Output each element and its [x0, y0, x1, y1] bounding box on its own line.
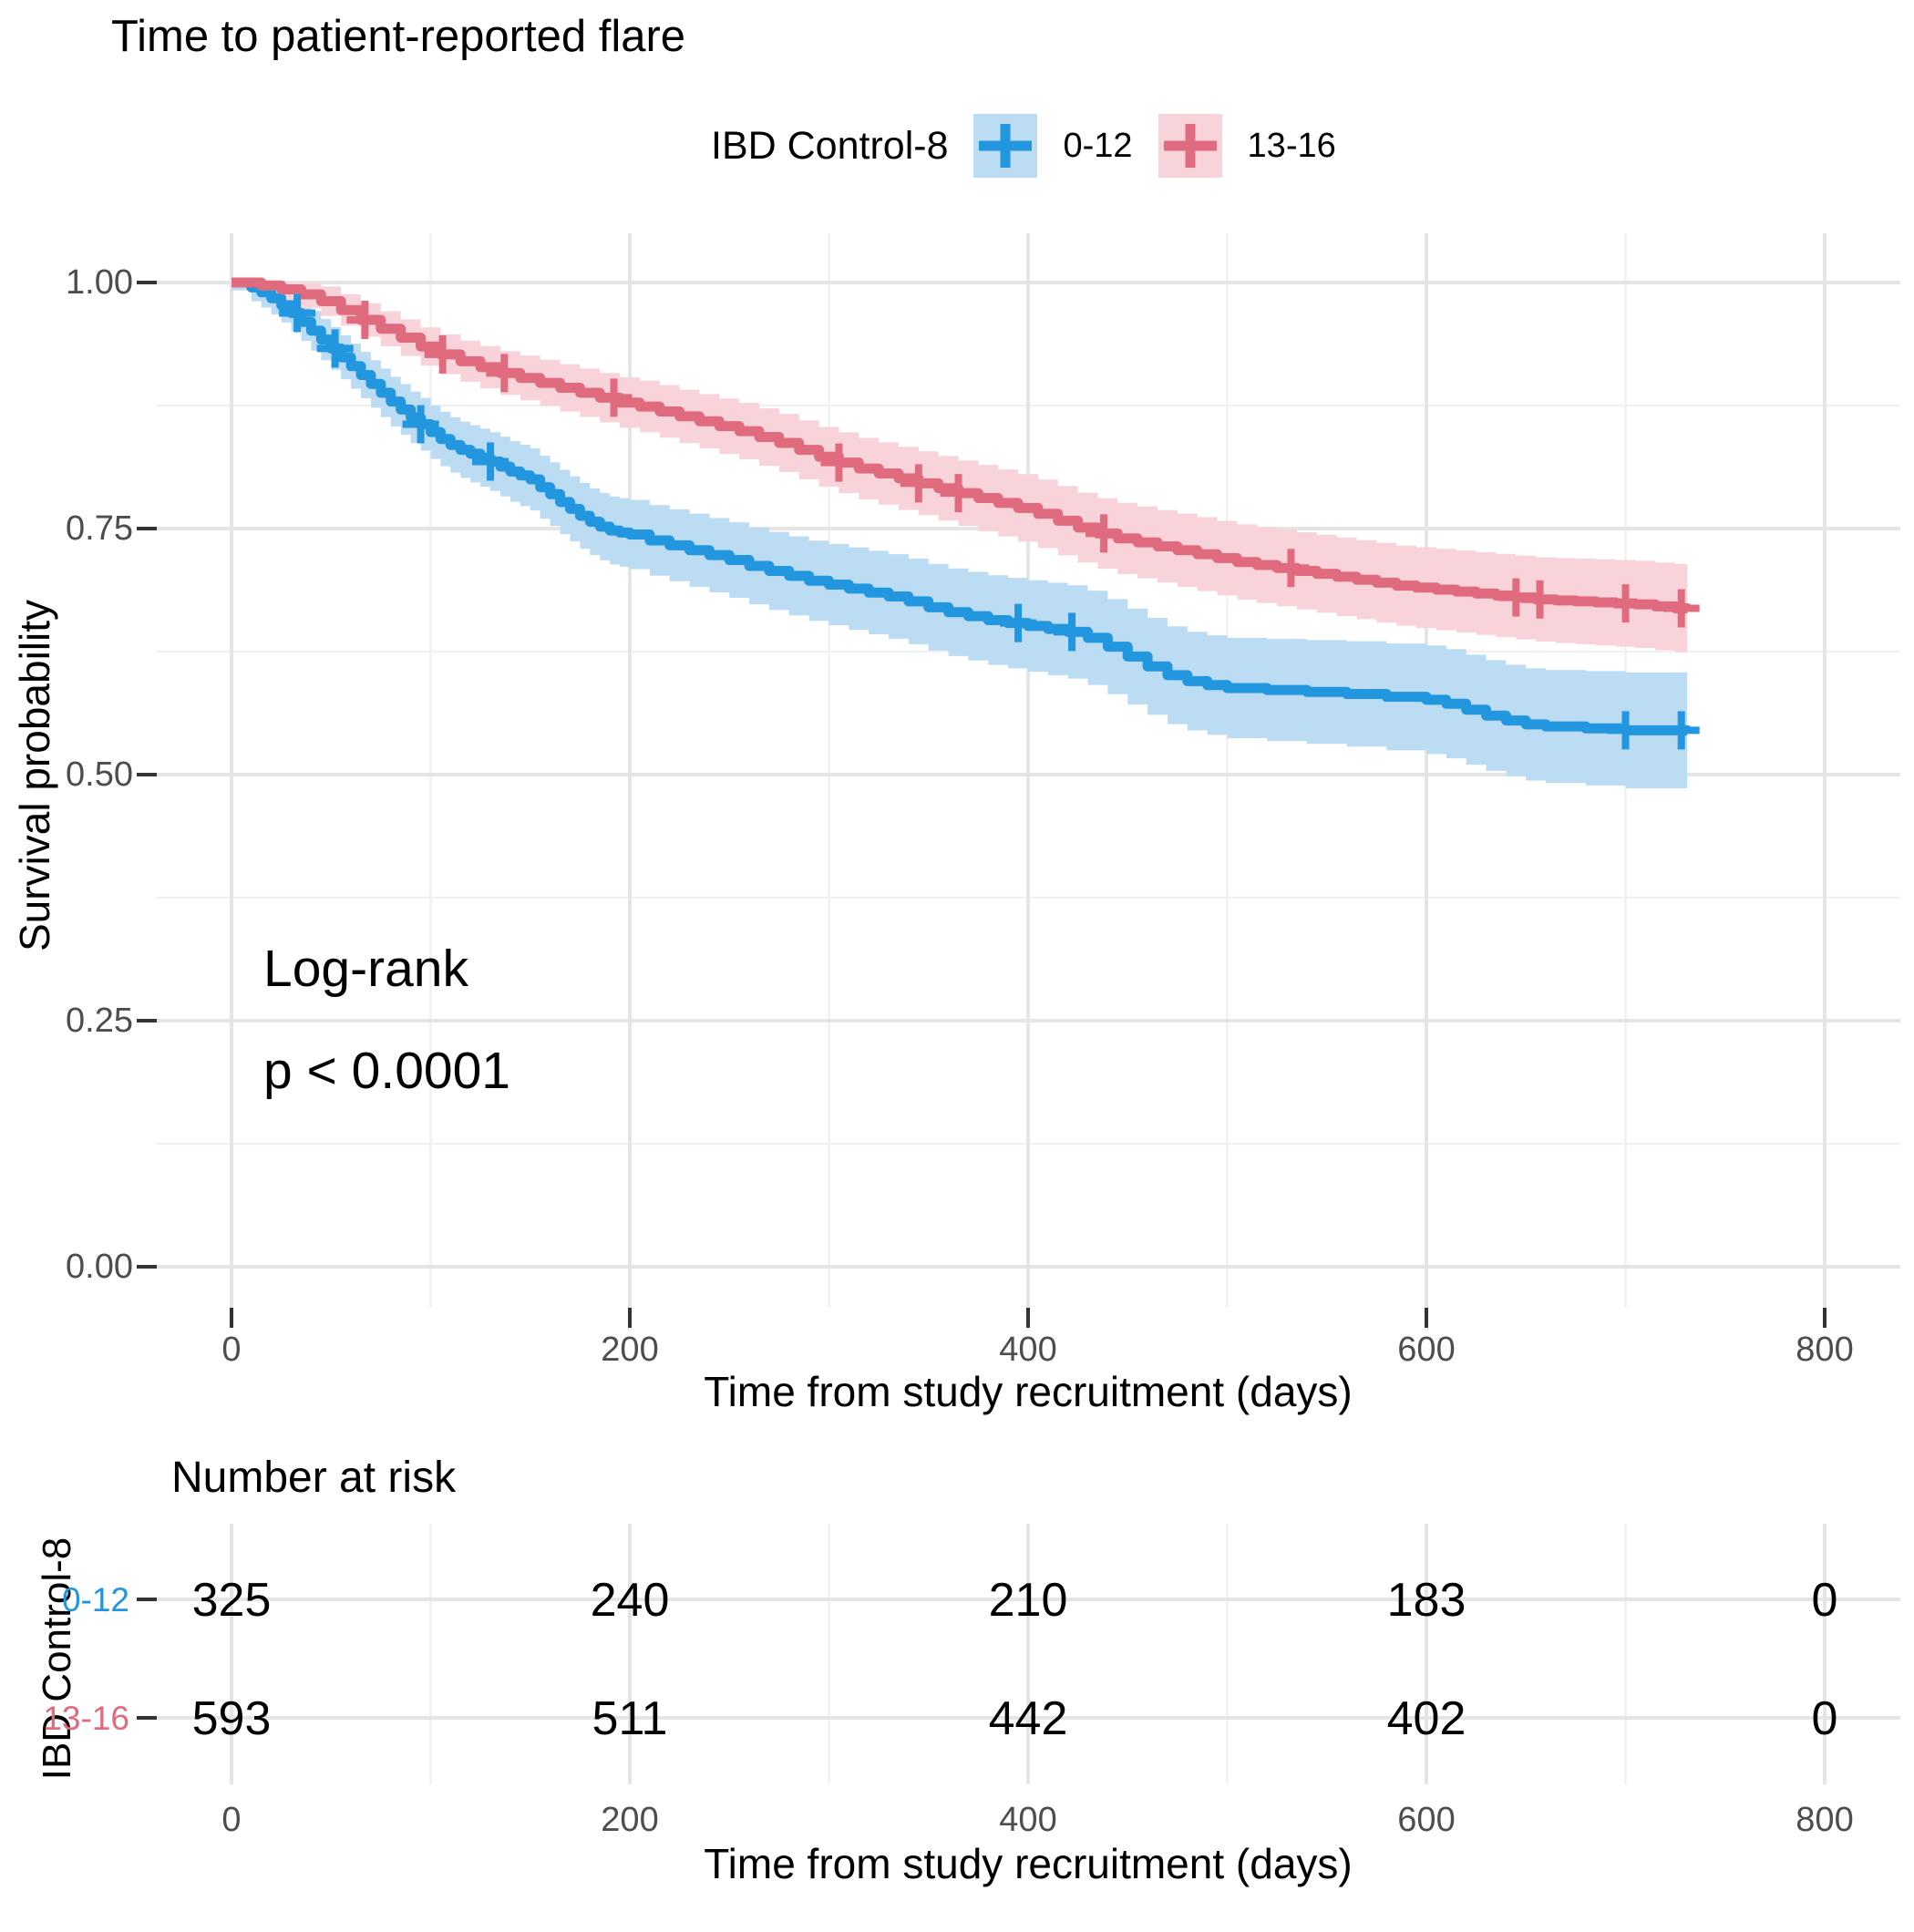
censor-mark-13-16 [595, 378, 633, 417]
censor-mark-13-16 [820, 443, 858, 482]
legend-key-0-12 [973, 114, 1038, 178]
legend-title: IBD Control-8 [711, 123, 949, 168]
censor-mark-13-16 [1272, 549, 1310, 588]
censor-mark-13-16 [424, 334, 461, 374]
risk-table-heading: Number at risk [171, 1454, 457, 1502]
x-tick-label: 800 [1796, 1331, 1854, 1369]
legend-key-13-16 [1158, 114, 1222, 178]
x-tick-label: 600 [1397, 1331, 1456, 1369]
risk-x-tick-label: 600 [1397, 1801, 1456, 1839]
censor-mark-13-16 [1521, 580, 1559, 619]
y-tick-label: 0.25 [66, 1002, 133, 1040]
risk-row-label: 13-16 [43, 1700, 129, 1737]
x-tick-label: 200 [601, 1331, 659, 1369]
logrank-label: Log-rank [263, 940, 468, 998]
x-tick-label: 400 [999, 1331, 1057, 1369]
censor-mark-0-12 [1662, 711, 1700, 750]
censor-mark-13-16 [1086, 514, 1123, 553]
censor-mark-0-12 [316, 329, 354, 368]
ci-ribbon-13-16 [232, 283, 1688, 654]
risk-table-group-axis-title: IBD Control-8 [35, 1536, 79, 1781]
censor-mark-0-12 [472, 442, 509, 481]
censor-mark-13-16 [486, 354, 523, 393]
risk-x-tick-label: 400 [999, 1801, 1057, 1839]
censor-mark-0-12 [279, 293, 316, 333]
risk-count-cell: 325 [191, 1574, 272, 1627]
legend-label-13-16: 13-16 [1247, 126, 1336, 165]
pvalue-label: p < 0.0001 [263, 1042, 511, 1100]
risk-count-cell: 442 [988, 1692, 1068, 1745]
legend-label-0-12: 0-12 [1063, 126, 1133, 165]
risk-count-cell: 0 [1811, 1574, 1838, 1627]
censor-plus-icon [973, 114, 1038, 178]
x-tick-label: 0 [221, 1331, 242, 1369]
censor-mark-0-12 [402, 405, 439, 444]
risk-count-cell: 0 [1811, 1692, 1838, 1745]
y-tick-label: 0.75 [66, 509, 133, 548]
censor-mark-13-16 [940, 474, 977, 513]
page-title: Time to patient-reported flare [111, 12, 686, 61]
risk-x-tick-label: 200 [601, 1801, 659, 1839]
censor-mark-0-12 [1000, 603, 1037, 642]
censor-mark-13-16 [1607, 584, 1644, 623]
censor-plus-icon [1158, 114, 1222, 178]
y-tick-label: 0.00 [66, 1248, 133, 1286]
censor-mark-13-16 [1662, 589, 1700, 628]
censor-mark-13-16 [900, 464, 937, 503]
risk-count-cell: 183 [1386, 1574, 1466, 1627]
y-tick-label: 0.50 [66, 755, 133, 794]
censor-mark-13-16 [346, 301, 384, 340]
survival-curve-13-16 [232, 277, 1693, 613]
risk-x-tick-label: 0 [221, 1801, 242, 1839]
y-tick-label: 1.00 [66, 263, 133, 302]
legend: IBD Control-8 0-12 13-16 [711, 111, 1336, 180]
risk-count-cell: 402 [1386, 1692, 1466, 1745]
risk-count-cell: 593 [191, 1692, 272, 1745]
risk-count-cell: 511 [592, 1692, 668, 1745]
survival-curve-0-12 [232, 277, 1693, 735]
censor-mark-0-12 [1607, 711, 1644, 750]
censor-mark-0-12 [1054, 612, 1091, 652]
x-axis-title: Time from study recruitment (days) [704, 1368, 1353, 1415]
risk-x-tick-label: 800 [1796, 1801, 1854, 1839]
risk-row-label: 0-12 [61, 1581, 129, 1619]
risk-count-cell: 240 [590, 1574, 670, 1627]
risk-count-cell: 210 [988, 1574, 1068, 1627]
risk-table-x-axis-title: Time from study recruitment (days) [704, 1840, 1353, 1887]
ci-ribbon-0-12 [232, 283, 1688, 792]
